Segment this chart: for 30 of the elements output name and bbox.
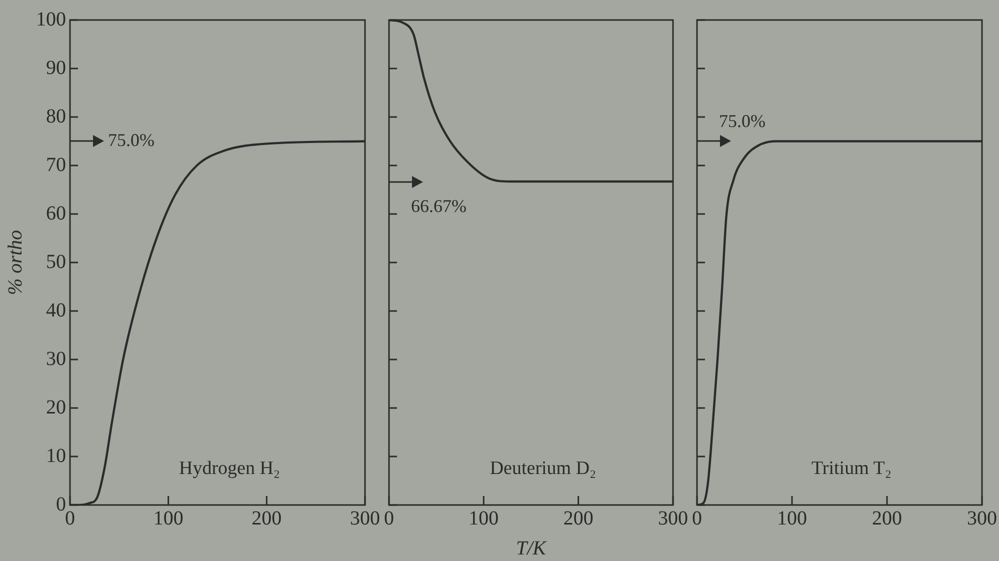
- annotation: 75.0%: [108, 130, 154, 150]
- x-tick-label: 300: [967, 507, 997, 530]
- y-tick-label: 100: [36, 8, 66, 30]
- x-axis-title: T/K: [516, 537, 548, 560]
- text: Tritium T₂: [811, 458, 892, 479]
- y-tick-label: 60: [46, 202, 66, 224]
- y-tick-label: 30: [46, 348, 66, 370]
- x-tick-label: 200: [563, 507, 594, 530]
- x-tick-label: 200: [252, 507, 282, 530]
- y-tick-label: 20: [46, 396, 66, 418]
- x-tick-label: 300: [658, 507, 688, 530]
- x-tick-label: 100: [468, 507, 499, 530]
- y-tick-label: 50: [46, 250, 66, 273]
- text: Hydrogen H₂: [178, 458, 280, 479]
- y-axis-title: % ortho: [4, 230, 26, 295]
- text: Deuterium D₂: [490, 458, 596, 479]
- x-tick-label: 0: [692, 507, 702, 530]
- x-tick-label: 200: [872, 507, 902, 530]
- x-tick-label: 0: [384, 507, 394, 530]
- y-tick-label: 80: [46, 105, 66, 128]
- annotation: 75.0%: [719, 110, 766, 131]
- x-tick-label: 100: [153, 507, 184, 530]
- y-tick-label: 70: [46, 154, 66, 176]
- y-tick-label: 90: [46, 56, 66, 79]
- x-tick-label: 300: [350, 507, 380, 530]
- annotation: 66.67%: [411, 196, 466, 216]
- y-tick-label: 10: [46, 444, 66, 467]
- y-tick-label: 0: [56, 493, 66, 516]
- y-tick-label: 40: [46, 299, 66, 322]
- x-tick-label: 100: [777, 507, 807, 530]
